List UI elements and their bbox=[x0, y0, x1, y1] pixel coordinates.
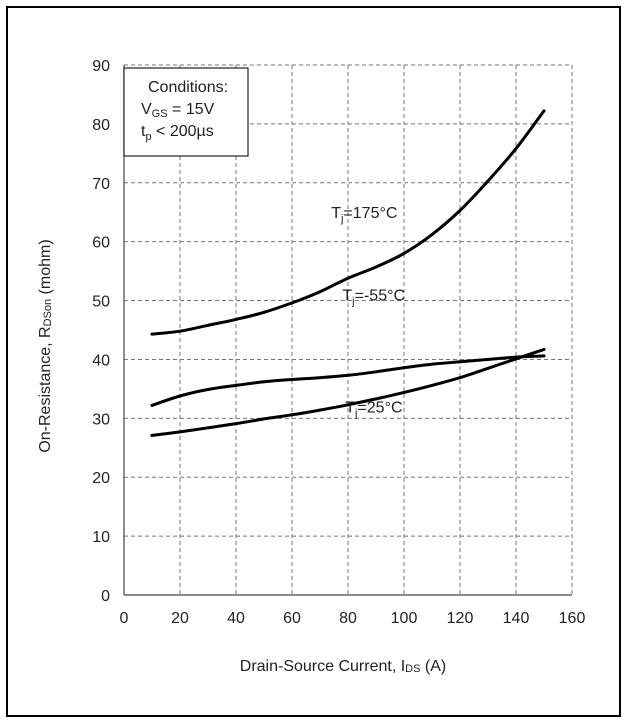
x-tick-label: 0 bbox=[120, 610, 129, 627]
data-point bbox=[262, 310, 266, 314]
y-tick-label: 30 bbox=[92, 411, 110, 428]
data-point bbox=[178, 394, 182, 398]
data-point bbox=[262, 417, 266, 421]
data-point bbox=[542, 348, 546, 351]
data-point bbox=[542, 354, 546, 358]
data-point bbox=[374, 265, 378, 269]
data-point bbox=[430, 362, 434, 366]
conditions-vgs: VGS = 15V bbox=[141, 101, 215, 120]
data-point bbox=[402, 252, 406, 255]
data-point bbox=[486, 358, 490, 361]
y-tick-label: 50 bbox=[92, 294, 110, 311]
chart-frame: 0 20 40 60 80 100 120 140 160 0 10 20 30 40 50 60 70 80 9… bbox=[6, 6, 621, 717]
data-point bbox=[150, 434, 154, 437]
data-point bbox=[206, 426, 210, 430]
data-point bbox=[458, 376, 462, 380]
data-point bbox=[234, 318, 238, 321]
data-point bbox=[150, 403, 154, 407]
x-tick-label: 140 bbox=[503, 610, 530, 627]
y-tick-label: 90 bbox=[92, 58, 110, 75]
data-point bbox=[234, 422, 238, 426]
x-tick-label: 120 bbox=[447, 610, 474, 627]
y-tick-label: 20 bbox=[92, 470, 110, 487]
data-point bbox=[346, 373, 350, 377]
x-tick-label: 60 bbox=[283, 610, 301, 627]
data-point bbox=[290, 413, 294, 417]
data-point bbox=[318, 408, 322, 412]
data-point bbox=[430, 233, 434, 237]
series-label: Tj=-55°C bbox=[342, 288, 405, 308]
data-point bbox=[458, 209, 462, 212]
data-point bbox=[262, 380, 266, 384]
data-point bbox=[318, 376, 322, 380]
data-point bbox=[346, 403, 350, 407]
x-tick-label: 100 bbox=[391, 610, 418, 627]
y-tick-labels: 0 10 20 30 40 50 60 70 80 90 bbox=[92, 58, 110, 605]
data-point bbox=[430, 383, 434, 387]
conditions-box: Conditions: VGS = 15V tp < 200µs bbox=[123, 67, 249, 157]
series-label: Tj=175°C bbox=[331, 205, 397, 225]
data-point bbox=[206, 323, 210, 327]
conditions-box-border bbox=[123, 67, 249, 157]
series-labels: Tj=175°C Tj=-55°C Tj=25°C bbox=[331, 205, 405, 419]
x-tick-label: 160 bbox=[559, 610, 586, 627]
data-point bbox=[402, 391, 406, 394]
data-point bbox=[150, 332, 154, 336]
data-point bbox=[402, 366, 406, 370]
data-point bbox=[290, 301, 294, 305]
data-point bbox=[374, 397, 378, 401]
x-axis-label: Drain-Source Current, IDS (A) bbox=[240, 658, 446, 675]
data-point bbox=[234, 383, 238, 387]
conditions-title: Conditions: bbox=[148, 79, 228, 96]
x-tick-label: 20 bbox=[171, 610, 189, 627]
data-point bbox=[458, 360, 462, 364]
x-tick-label: 40 bbox=[227, 610, 245, 627]
data-point bbox=[514, 357, 518, 361]
data-point bbox=[346, 276, 350, 280]
data-point bbox=[178, 430, 182, 434]
data-point bbox=[514, 147, 518, 151]
conditions-tp: tp < 200µs bbox=[141, 123, 214, 143]
x-tick-label: 80 bbox=[339, 610, 357, 627]
y-tick-label: 0 bbox=[101, 588, 110, 605]
on-resistance-chart: 0 20 40 60 80 100 120 140 160 0 10 20 30 40 50 60 70 80 9… bbox=[37, 58, 586, 675]
data-point bbox=[318, 290, 322, 294]
data-point bbox=[542, 109, 546, 113]
data-point bbox=[290, 378, 294, 381]
data-point bbox=[374, 370, 378, 374]
y-tick-label: 70 bbox=[92, 176, 110, 193]
y-tick-label: 10 bbox=[92, 529, 110, 546]
data-point bbox=[206, 388, 210, 391]
series-curves bbox=[150, 109, 546, 437]
y-tick-label: 60 bbox=[92, 235, 110, 252]
x-tick-labels: 0 20 40 60 80 100 120 140 160 bbox=[120, 610, 586, 627]
y-tick-label: 40 bbox=[92, 352, 110, 369]
data-point bbox=[178, 329, 182, 333]
vertical-gridlines bbox=[179, 65, 573, 595]
series-label: Tj=25°C bbox=[345, 399, 402, 419]
y-axis-label: On-Resistance, RDSon (mohm) bbox=[37, 239, 54, 452]
data-point bbox=[486, 179, 490, 183]
data-point bbox=[486, 366, 490, 370]
y-tick-label: 80 bbox=[92, 117, 110, 134]
